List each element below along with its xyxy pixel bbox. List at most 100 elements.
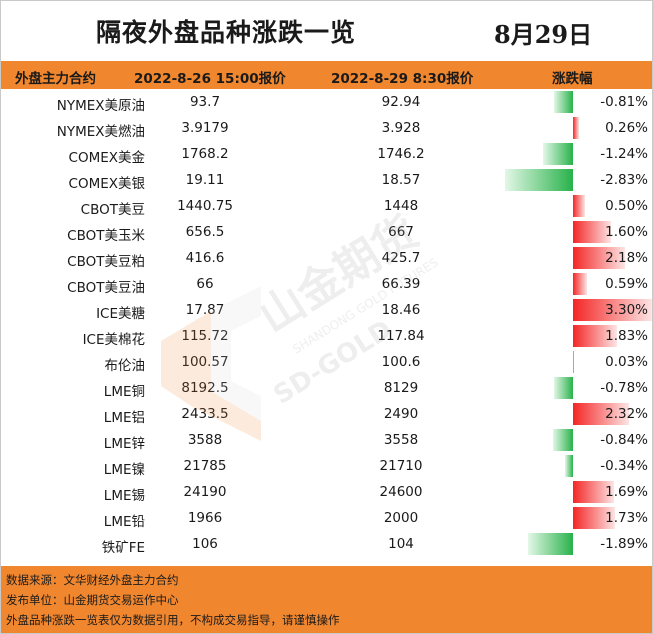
table-row: ICE美棉花 115.72 117.84 1.83% <box>1 323 652 349</box>
change-bar-down <box>552 429 573 451</box>
table-row: 布伦油 100.57 100.6 0.03% <box>1 349 652 375</box>
contract-name: LME镍 <box>103 462 145 478</box>
contract-name: LME铝 <box>103 410 145 426</box>
change-bar-up <box>573 351 574 373</box>
change-bar-up <box>573 507 615 529</box>
change-bar-area <box>501 455 652 477</box>
change-percent: -0.34% <box>600 458 648 474</box>
curr-price: 3558 <box>383 432 419 448</box>
prev-price: 2433.5 <box>181 406 229 422</box>
curr-price: 1448 <box>383 198 419 214</box>
title-bar: 隔夜外盘品种涨跌一览 8月29日 <box>1 1 652 61</box>
contract-name: CBOT美豆 <box>80 202 145 218</box>
contract-name: ICE美糖 <box>96 306 145 322</box>
change-bar-area <box>501 377 652 399</box>
contract-name: NYMEX美原油 <box>56 98 145 114</box>
curr-price: 8129 <box>383 380 419 396</box>
change-bar-down <box>527 533 573 555</box>
change-percent: -0.84% <box>600 432 648 448</box>
change-bar-up <box>573 299 653 321</box>
change-percent: 3.30% <box>605 302 648 318</box>
change-bar-up <box>573 221 612 243</box>
change-percent: 0.50% <box>605 198 648 214</box>
table-row: LME铅 1966 2000 1.73% <box>1 505 652 531</box>
curr-price: 24600 <box>379 484 423 500</box>
change-bar-area <box>501 429 652 451</box>
table-row: CBOT美豆 1440.75 1448 0.50% <box>1 193 652 219</box>
contract-name: LME铜 <box>103 384 145 400</box>
change-percent: -2.83% <box>600 172 648 188</box>
table-row: CBOT美豆油 66 66.39 0.59% <box>1 271 652 297</box>
table-row: LME锡 24190 24600 1.69% <box>1 479 652 505</box>
change-bar-area <box>501 247 652 269</box>
change-percent: 0.26% <box>605 120 648 136</box>
table-body: NYMEX美原油 93.7 92.94 -0.81% NYMEX美燃油 3.9179 3.9… <box>1 89 653 557</box>
change-percent: -0.81% <box>600 94 648 110</box>
table-row: NYMEX美原油 93.7 92.94 -0.81% <box>1 89 652 115</box>
table-row: ICE美糖 17.87 18.46 3.30% <box>1 297 653 323</box>
change-bar-area <box>501 169 652 191</box>
header-change: 涨跌幅 <box>552 71 593 87</box>
change-bar-down <box>553 91 573 113</box>
contract-name: LME锡 <box>103 488 145 504</box>
table-row: COMEX美银 19.11 18.57 -2.83% <box>1 167 652 193</box>
prev-price: 1966 <box>187 510 223 526</box>
change-bar-up <box>573 117 580 139</box>
change-bar-down <box>543 143 573 165</box>
contract-name: CBOT美豆粕 <box>67 254 145 270</box>
prev-price: 1440.75 <box>177 198 233 214</box>
change-bar-area <box>501 195 652 217</box>
curr-price: 425.7 <box>381 250 421 266</box>
change-bar-area <box>501 221 652 243</box>
curr-price: 100.6 <box>381 354 421 370</box>
prev-price: 17.87 <box>185 302 225 318</box>
prev-price: 416.6 <box>185 250 225 266</box>
curr-price: 3.928 <box>381 120 421 136</box>
change-bar-area <box>501 143 652 165</box>
change-bar-up <box>573 481 614 503</box>
curr-price: 117.84 <box>377 328 425 344</box>
change-bar-down <box>554 377 573 399</box>
contract-name: 布伦油 <box>104 358 146 374</box>
contract-name: 铁矿FE <box>101 540 145 556</box>
footer-notes: 数据来源：文华财经外盘主力合约 发布单位：山金期货交易运作中心 外盘品种涨跌一览… <box>1 566 652 633</box>
change-percent: 0.03% <box>605 354 648 370</box>
prev-price: 1768.2 <box>181 146 229 162</box>
change-percent: 1.73% <box>605 510 648 526</box>
curr-price: 18.46 <box>381 302 421 318</box>
table-row: NYMEX美燃油 3.9179 3.928 0.26% <box>1 115 652 141</box>
change-bar-area <box>501 403 652 425</box>
change-bar-area <box>501 91 652 113</box>
table-row: CBOT美玉米 656.5 667 1.60% <box>1 219 652 245</box>
prev-price: 115.72 <box>181 328 229 344</box>
contract-name: LME锌 <box>103 436 145 452</box>
contract-name: NYMEX美燃油 <box>56 124 145 140</box>
contract-name: LME铅 <box>103 514 145 530</box>
table-row: LME铜 8192.5 8129 -0.78% <box>1 375 652 401</box>
prev-price: 19.11 <box>185 172 225 188</box>
table-row: LME锌 3588 3558 -0.84% <box>1 427 652 453</box>
change-bar-down <box>564 455 573 477</box>
prev-price: 66 <box>196 276 214 292</box>
table-row: LME铝 2433.5 2490 2.32% <box>1 401 652 427</box>
change-percent: -1.24% <box>600 146 648 162</box>
change-percent: -0.78% <box>600 380 648 396</box>
table-header: 外盘主力合约 2022-8-26 15:00报价 2022-8-29 8:30报… <box>1 61 652 89</box>
change-bar-up <box>573 325 617 347</box>
footer-publisher: 发布单位：山金期货交易运作中心 <box>6 593 179 607</box>
prev-price: 93.7 <box>189 94 221 110</box>
table-row: CBOT美豆粕 416.6 425.7 2.18% <box>1 245 652 271</box>
prev-price: 106 <box>192 536 218 552</box>
change-percent: 2.32% <box>605 406 648 422</box>
curr-price: 104 <box>388 536 414 552</box>
change-bar-up <box>573 403 629 425</box>
change-bar-area <box>501 507 652 529</box>
footer-source: 数据来源：文华财经外盘主力合约 <box>6 573 179 587</box>
change-percent: 1.69% <box>605 484 648 500</box>
change-percent: -1.89% <box>600 536 648 552</box>
change-bar-area <box>501 273 652 295</box>
header-curr-price: 2022-8-29 8:30报价 <box>331 71 474 87</box>
table-row: 铁矿FE 106 104 -1.89% <box>1 531 652 557</box>
table-row: COMEX美金 1768.2 1746.2 -1.24% <box>1 141 652 167</box>
